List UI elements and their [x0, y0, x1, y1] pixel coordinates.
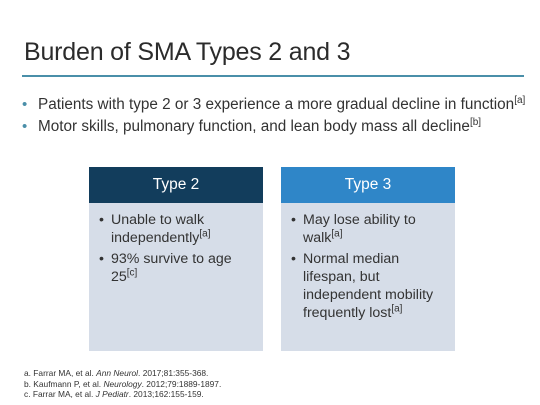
type2-header: Type 2 [89, 167, 263, 203]
citation-ref: [b] [469, 116, 482, 128]
bullet-dot-icon: • [22, 96, 28, 113]
reference-authors: a. Farrar MA, et al. [24, 368, 97, 378]
list-item-text: 93% survive to age 25 [111, 251, 232, 285]
bullet-dot-icon: • [22, 118, 28, 135]
bullet-dot-icon: • [99, 251, 104, 267]
reference-item: c. Farrar MA, et al. J Pediatr. 2013;162… [24, 389, 221, 400]
list-item-text: Unable to walk independently [111, 212, 205, 246]
reference-details: . 2013;162:155-159. [128, 389, 204, 399]
reference-item: b. Kaufmann P, et al. Neurology. 2012;79… [24, 379, 221, 390]
list-item: • Normal median lifespan, but independent… [291, 250, 447, 322]
list-item: • 93% survive to age 25[c] [99, 250, 255, 286]
reference-item: a. Farrar MA, et al. Ann Neurol. 2017;81… [24, 368, 221, 379]
type3-panel: Type 3 • May lose ability to walk[a] • Nor… [281, 167, 455, 351]
type2-panel: Type 2 • Unable to walk independently[a] … [89, 167, 263, 351]
citation-ref: [a] [331, 228, 343, 240]
citation-ref: [a] [199, 228, 211, 240]
title-divider [22, 75, 524, 77]
reference-details: . 2012;79:1889-1897. [141, 378, 222, 389]
reference-journal: Neurology [103, 378, 142, 389]
bullet-item: • Motor skills, pulmonary function, and … [22, 117, 527, 136]
reference-journal: Ann Neurol [96, 368, 139, 378]
bullet-dot-icon: • [291, 212, 296, 228]
type3-list: • May lose ability to walk[a] • Normal med… [281, 203, 455, 322]
list-item: • Unable to walk independently[a] [99, 211, 255, 247]
citation-ref: [a] [514, 94, 526, 106]
citation-ref: [c] [126, 267, 138, 279]
reference-authors: b. Kaufmann P, et al. [24, 378, 104, 389]
type2-list: • Unable to walk independently[a] • 93% su… [89, 203, 263, 286]
slide-title: Burden of SMA Types 2 and 3 [24, 38, 351, 66]
bullet-dot-icon: • [99, 212, 104, 228]
references: a. Farrar MA, et al. Ann Neurol. 2017;81… [24, 368, 221, 400]
bullet-list: • Patients with type 2 or 3 experience a… [22, 95, 527, 139]
citation-ref: [a] [391, 303, 403, 315]
bullet-item: • Patients with type 2 or 3 experience a… [22, 95, 527, 114]
bullet-text: Motor skills, pulmonary function, and le… [38, 118, 470, 135]
reference-journal: J Pediatr [95, 389, 129, 399]
bullet-dot-icon: • [291, 251, 296, 267]
reference-details: . 2017;81:355-368. [138, 368, 209, 378]
reference-authors: c. Farrar MA, et al. [24, 389, 96, 399]
list-item-text: May lose ability to walk [303, 212, 416, 246]
type3-header: Type 3 [281, 167, 455, 203]
list-item-text: Normal median lifespan, but independent … [303, 251, 434, 321]
bullet-text: Patients with type 2 or 3 experience a m… [38, 96, 515, 113]
list-item: • May lose ability to walk[a] [291, 211, 447, 247]
